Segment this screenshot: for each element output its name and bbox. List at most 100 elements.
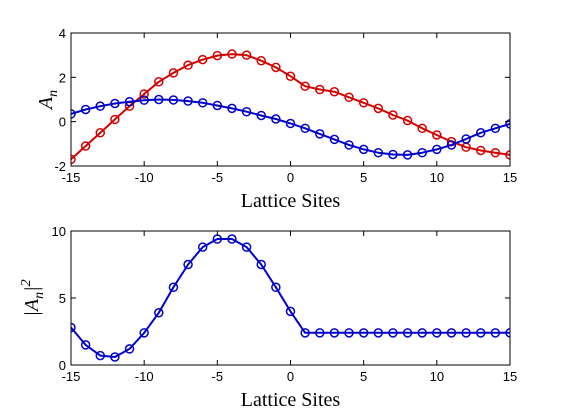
top-series-1-point: [402, 150, 413, 160]
top-series-0-point: [80, 141, 91, 151]
top-series-1-point: [388, 149, 398, 160]
top-y-axis-label: An: [35, 90, 61, 111]
top-series-1-point: [71, 109, 76, 119]
bottom-series-0-point: [271, 282, 281, 293]
bottom-series-0-point: [256, 259, 266, 270]
bottom-series-0-point: [285, 306, 296, 317]
top-x-tick-label: 10: [430, 170, 444, 185]
top-series-0-point: [271, 62, 281, 73]
top-series-1-point: [373, 147, 384, 158]
bottom-y-label-tail: |: [21, 286, 43, 292]
top-series-0-point: [315, 84, 325, 95]
top-series-0-point: [154, 77, 164, 87]
top-series-0-point: [285, 71, 296, 81]
bottom-series-0-point: [300, 328, 310, 338]
top-ticks: -15 -10 -5 0 5 10 15 -2 0 2 4: [54, 26, 517, 185]
top-series-1-point: [285, 118, 296, 129]
top-series-0-point: [241, 50, 252, 60]
top-series-0-point: [139, 89, 149, 99]
top-series-1-point: [475, 128, 486, 138]
top-series-1-point: [183, 96, 193, 106]
bottom-series-0-point: [241, 242, 252, 252]
bottom-x-tick-label: 5: [360, 369, 367, 384]
top-series-0-point: [344, 92, 354, 103]
bottom-plot-area: [71, 234, 510, 362]
top-series-1-point: [417, 147, 427, 158]
top-series-0-point: [358, 98, 369, 108]
top-series-1-point: [197, 98, 208, 108]
top-series-0-point: [388, 110, 398, 120]
top-series-1-point: [446, 140, 457, 150]
bottom-series-0-point: [329, 328, 340, 338]
bottom-series-0-point: [124, 344, 135, 354]
top-series-1-point: [227, 103, 237, 114]
top-series-1-point: [344, 140, 354, 150]
top-series-0-point: [256, 55, 266, 66]
top-series-0-point: [227, 49, 237, 59]
bottom-series-0-point: [402, 328, 413, 338]
bottom-series-0-point: [197, 242, 208, 252]
top-series-1-point: [168, 95, 179, 105]
bottom-panel: -15 -10 -5 0 5 10 15 0 5 10 Lattice Sites |An|2: [19, 224, 517, 411]
top-series-0-point: [212, 50, 223, 61]
bottom-x-axis-label: Lattice Sites: [241, 389, 341, 411]
top-series-0-point: [300, 81, 310, 91]
bottom-series-0-point: [505, 328, 510, 338]
bottom-x-tick-label: -10: [135, 369, 154, 384]
top-series-1-point: [124, 96, 135, 107]
bottom-series-0-point: [168, 282, 179, 293]
bottom-series-0-point: [373, 328, 384, 338]
top-y-label-base: A: [35, 96, 57, 111]
bottom-y-tick-label: 5: [59, 291, 66, 306]
bottom-series-0-point: [154, 307, 164, 318]
bottom-series-0-point: [80, 340, 91, 350]
bottom-series-0-point: [358, 328, 369, 338]
top-x-tick-label: 0: [287, 170, 294, 185]
top-series-1-point: [241, 106, 252, 117]
top-series-1-point: [139, 95, 149, 105]
bottom-y-label-sub: n: [32, 292, 47, 299]
top-plot-area: [71, 49, 510, 165]
top-y-tick-label: 4: [59, 26, 66, 41]
top-series-0-point: [432, 130, 442, 140]
bottom-series-0-point: [95, 350, 106, 361]
top-series-1-point: [256, 110, 266, 121]
top-series-1-point: [212, 100, 223, 111]
bottom-series-0-point: [461, 328, 471, 338]
bottom-ticks: -15 -10 -5 0 5 10 15 0 5 10: [52, 224, 518, 384]
top-series-1-point: [358, 144, 369, 155]
bottom-y-tick-label: 0: [59, 358, 66, 373]
bottom-y-label-base: |A: [21, 298, 43, 316]
bottom-y-label-sup: 2: [19, 279, 34, 286]
bottom-series-0-point: [139, 328, 149, 338]
bottom-y-axis-label: |An|2: [19, 279, 47, 316]
top-series-0-point: [110, 114, 120, 125]
top-series-0-point: [505, 150, 510, 160]
top-series-1-point: [490, 123, 501, 134]
bottom-series-0-point: [475, 328, 486, 338]
top-y-tick-label: 2: [59, 70, 66, 85]
bottom-series-0-point: [446, 328, 457, 338]
top-series-0-point: [168, 68, 179, 78]
top-series-0-point: [95, 128, 106, 138]
bottom-series-0-point: [71, 322, 76, 333]
top-series-1-point: [315, 129, 325, 139]
bottom-series-0-point: [315, 328, 325, 338]
top-series-1-point: [110, 98, 120, 109]
bottom-x-tick-label: 10: [430, 369, 444, 384]
top-y-label-sub: n: [46, 90, 61, 97]
bottom-series-0-point: [183, 259, 193, 270]
top-series-1-point: [300, 123, 310, 134]
top-series-1-line: [71, 98, 510, 156]
top-series-1-point: [329, 134, 340, 145]
top-x-tick-label: 15: [503, 170, 517, 185]
top-series-1-point: [154, 94, 164, 105]
bottom-series-0-point: [490, 328, 501, 338]
bottom-series-0-point: [227, 234, 237, 244]
bottom-series-0-point: [344, 328, 354, 338]
bottom-series-0-point: [417, 328, 427, 338]
top-series-1-point: [80, 104, 91, 115]
bottom-series-0-point: [432, 328, 442, 338]
top-x-tick-label: 5: [360, 170, 367, 185]
